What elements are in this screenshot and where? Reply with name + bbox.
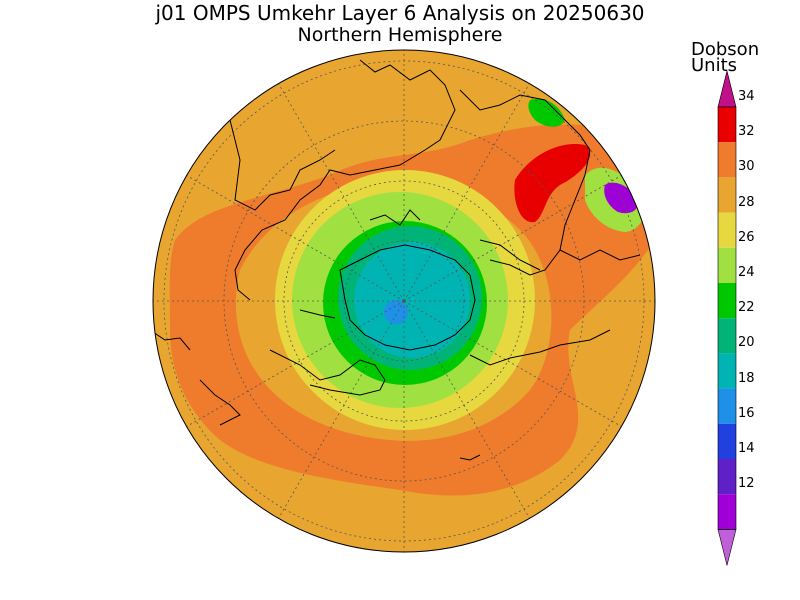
map-subtitle: Northern Hemisphere [297, 24, 503, 46]
contour-top-green [528, 98, 565, 127]
colorbar-tick-label: 30 [738, 159, 755, 175]
map-title: j01 OMPS Umkehr Layer 6 Analysis on 2025… [155, 1, 645, 25]
ozone-field [153, 50, 655, 552]
contour-center-min [384, 300, 408, 324]
colorbar-segment [718, 212, 736, 248]
colorbar-tick-label: 12 [738, 476, 755, 492]
colorbar-tick-label: 34 [738, 89, 755, 104]
colorbar-segment [718, 142, 736, 178]
colorbar-tick-label: 22 [738, 300, 755, 316]
units-label-line2: Units [691, 55, 738, 76]
colorbar-top-arrow [717, 70, 737, 108]
units-label-line1: Dobson [691, 39, 760, 60]
colorbar-tick-label: 14 [738, 441, 755, 456]
colorbar-tick-label: 26 [738, 229, 755, 245]
contour-18-20 [354, 242, 470, 358]
colorbar-segment [718, 423, 736, 459]
meridian-line [403, 83, 530, 302]
lat-lon-grid [153, 50, 655, 552]
meridian-line [403, 300, 622, 427]
colorbar-segment [718, 318, 736, 354]
meridian-line [278, 83, 405, 302]
colorbar-tick-label: 20 [738, 335, 755, 351]
colorbar-segment [718, 283, 736, 319]
meridian-line [278, 300, 405, 519]
colorbar-segment [718, 353, 736, 389]
meridian-line [403, 300, 530, 519]
colorbar-outline [717, 106, 737, 530]
colorbar-tick-label: 18 [738, 370, 755, 386]
colorbar-segment [718, 459, 736, 495]
colorbar-segment [718, 107, 736, 143]
coastlines [153, 59, 641, 461]
colorbar [717, 70, 737, 566]
colorbar-tick-label: 24 [738, 265, 755, 280]
colorbar-segment [718, 177, 736, 213]
colorbar-bottom-arrow [717, 529, 737, 566]
contour-32-34-region [514, 144, 591, 223]
colorbar-segment [718, 494, 736, 530]
colorbar-tick-label: 32 [738, 124, 755, 140]
colorbar-segment [718, 388, 736, 424]
meridian-line [403, 175, 622, 302]
meridian-line [186, 175, 405, 302]
colorbar-tick-label: 28 [738, 194, 755, 210]
colorbar-tick-label: 16 [738, 405, 755, 421]
map-boundary [152, 49, 656, 553]
meridian-line [186, 300, 405, 427]
colorbar-segment [718, 247, 736, 283]
